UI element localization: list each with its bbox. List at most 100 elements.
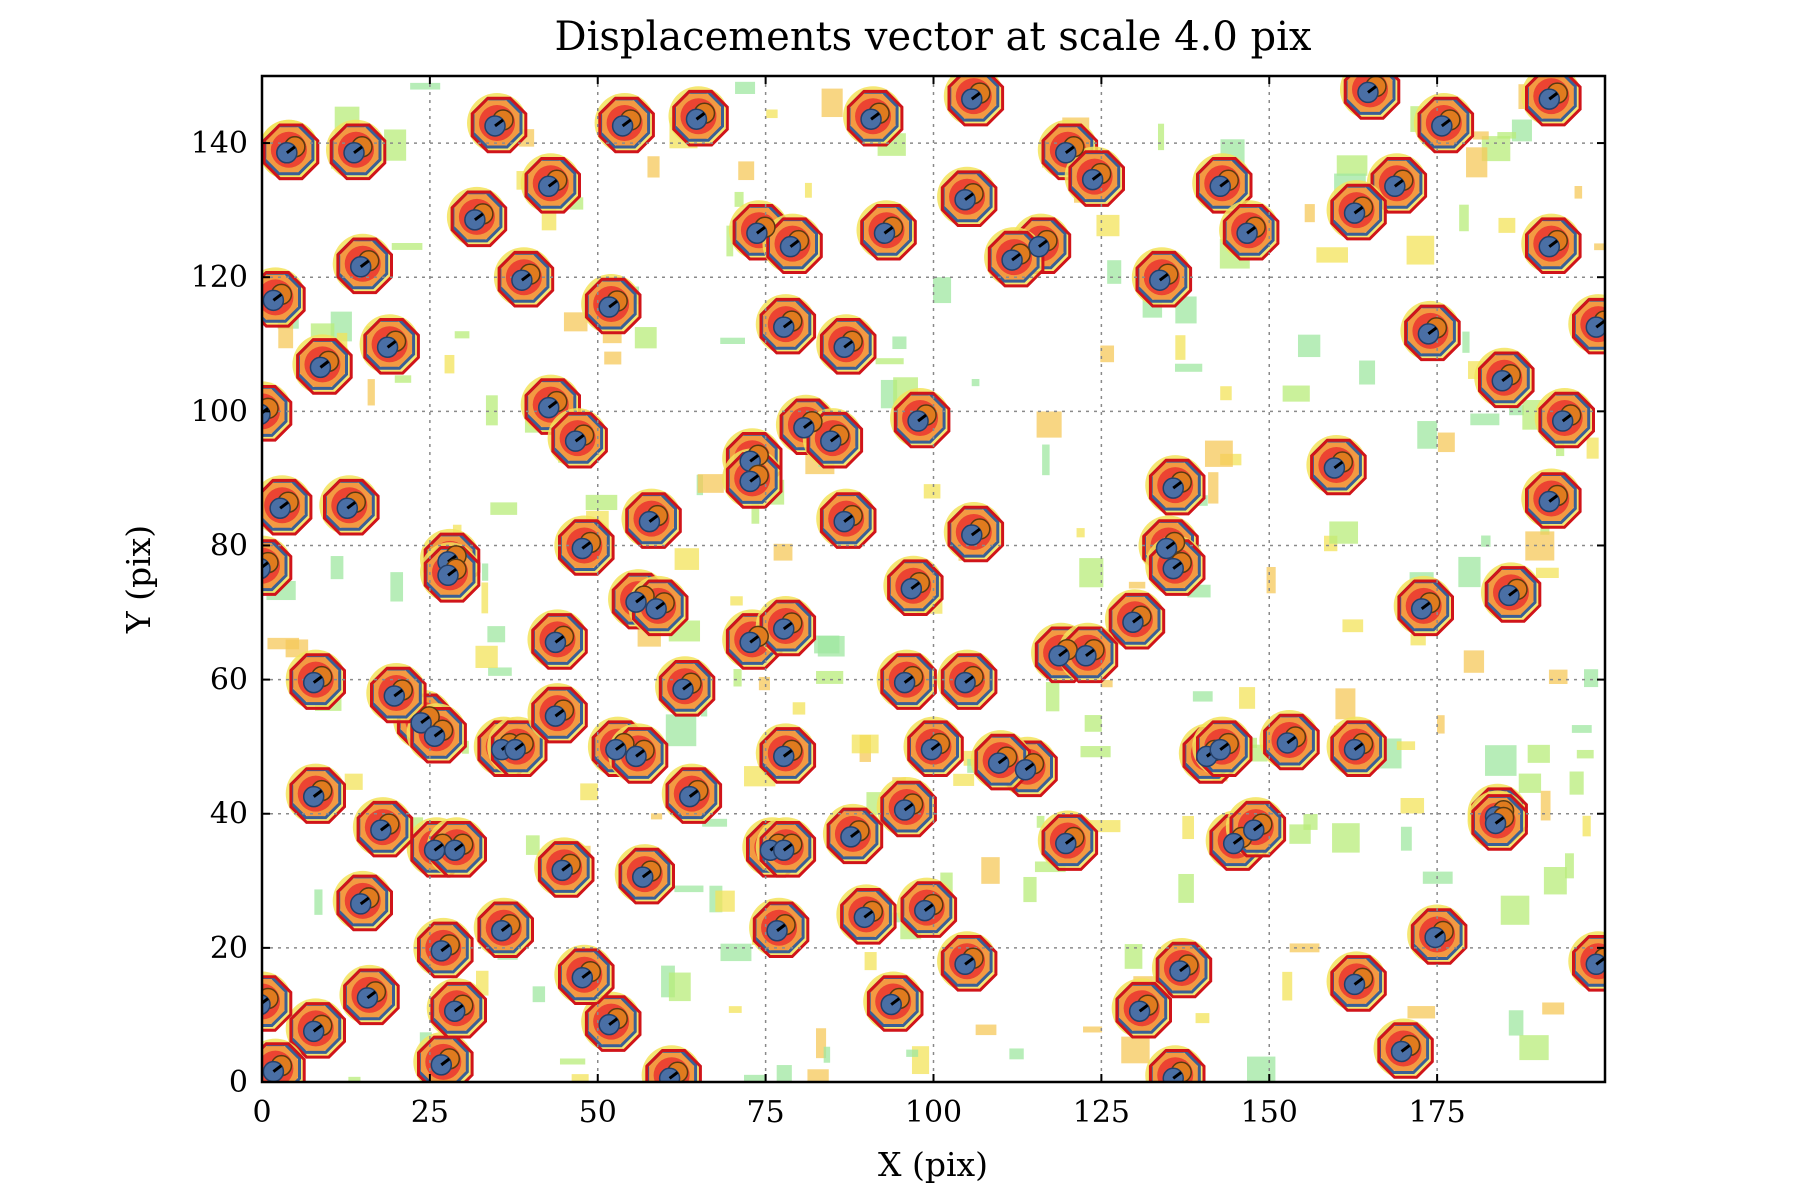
plot-area: 0 25 50 75 100 125 150 175 0 20 40 60 80 100 120 140 [191,74,1607,1130]
reference-contour [329,123,387,181]
displacement-vector [883,226,894,235]
x-tick-label: 50 [579,1095,617,1130]
reference-contour [1410,908,1468,965]
residual-patch [1297,334,1321,358]
residual-patch [1569,771,1584,795]
residual-patch [410,82,441,90]
residual-patch [975,1024,997,1036]
reference-contour [551,411,608,469]
reference-contour [430,981,487,1039]
reference-contour [940,935,998,992]
residual-patch [1080,746,1111,758]
displacement-vector [756,226,766,235]
y-tick-label: 120 [191,260,248,295]
displacement-vector [1561,413,1572,423]
displacement-vector [635,749,645,758]
displacement-vector [1091,172,1102,181]
reference-contour [1222,204,1280,261]
displacement-vector [279,501,290,510]
displacement-vector [1219,742,1230,751]
reference-contour [477,901,534,958]
reference-contour [1377,1022,1434,1079]
residual-patch [1400,798,1425,814]
displacement-vector [1024,762,1035,771]
residual-patch [1518,773,1542,793]
displacement-vector [1064,145,1075,154]
residual-patch [1576,749,1594,759]
data-point [1585,953,1605,976]
residual-patch [1034,861,1066,873]
reference-contour [524,157,581,214]
marker-layer [262,76,1605,1082]
reference-contour [880,780,937,838]
residual-patch [1542,1002,1565,1015]
residual-patch [697,474,724,493]
displacement-vector [870,112,880,121]
residual-patch [776,1065,792,1082]
residual-patch [720,337,745,345]
residual-patch [1107,260,1122,284]
residual-patch [1458,556,1481,588]
residual-patch [1036,411,1062,438]
displacement-vector [850,829,860,839]
residual-patch [1174,363,1203,372]
reference-contour [1148,539,1206,596]
displacement-vector [574,433,585,443]
residual-patch [1239,687,1256,709]
residual-patch [585,494,618,511]
residual-patch [1084,715,1102,732]
x-tick-label: 175 [1408,1095,1465,1130]
x-tick-label: 150 [1241,1095,1298,1130]
reference-contour [940,170,998,227]
reference-contour [336,874,393,932]
displacement-vector [1548,494,1559,503]
residual-patch [758,676,770,691]
displacement-vector [1172,561,1183,570]
residual-patch [1157,123,1165,151]
residual-patch [1009,1048,1024,1060]
residual-patch [1466,147,1488,178]
residual-patch [1498,217,1516,233]
residual-patch [1332,823,1360,853]
reference-contour [343,968,400,1026]
residual-patch [971,378,980,387]
residual-patch [823,1046,831,1063]
reference-contour [262,123,320,181]
residual-patch [1220,386,1232,401]
displacement-vector [1440,118,1451,128]
residual-patch [488,667,512,676]
displacement-vector [581,541,592,550]
residual-patch [875,358,904,365]
residual-patch [730,596,743,606]
displacement-vector [1286,735,1297,745]
displacement-vector [433,843,444,852]
displacement-vector [453,843,464,852]
residual-patch [1500,895,1530,925]
displacement-vector [272,293,283,302]
displacement-vector [1172,1071,1183,1080]
reference-contour [296,338,353,395]
displacement-vector [682,682,692,691]
residual-patch [728,1006,742,1013]
residual-patch [1316,247,1348,263]
reference-contour [262,975,293,1032]
residual-patch [1417,421,1438,449]
displacement-vector [1353,977,1364,986]
displacement-vector [1165,541,1176,550]
reference-contour [819,318,877,375]
residual-patch [1548,669,1568,685]
residual-patch [475,645,498,668]
residual-patch [559,1058,586,1065]
displacement-vector [1172,480,1183,490]
reference-contour [417,1035,474,1082]
reference-contour [1343,76,1401,120]
residual-patch [817,635,845,657]
reference-contour [336,237,393,295]
reference-contour [672,89,729,147]
residual-patch [953,773,975,786]
residual-patch [1096,214,1120,237]
displacement-vector [514,742,525,751]
reference-contour [363,318,420,375]
displacement-vector [1058,648,1068,657]
residual-patch [738,161,755,181]
